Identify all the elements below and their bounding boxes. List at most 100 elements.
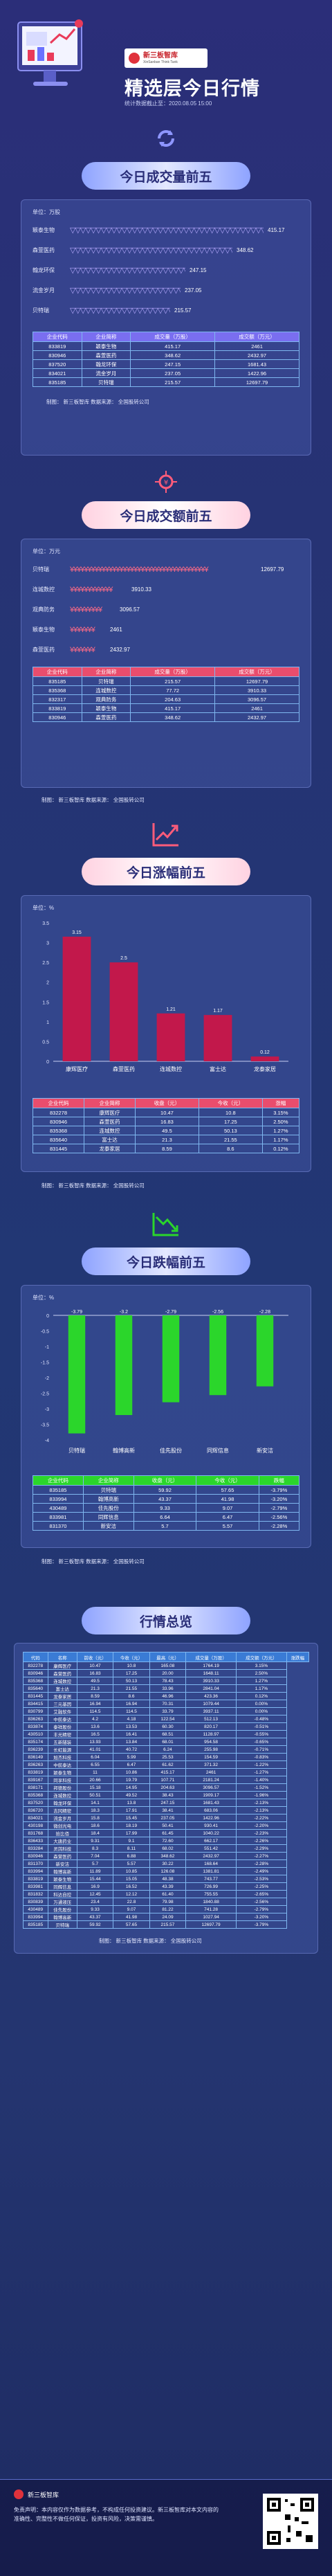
rise-banner: 今日涨幅前五 <box>82 858 250 885</box>
overview-table-cell: 15.44 <box>76 1875 114 1883</box>
volume-table-cell: 835185 <box>33 377 82 387</box>
overview-table-cell: 835185 <box>23 1920 48 1929</box>
fall-y-tick: -3 <box>45 1407 49 1412</box>
overview-table-row: 831445 龙泰家居 8.59 8.6 46.96 423.36 0.12% <box>23 1692 309 1700</box>
overview-table-cell: 930.41 <box>185 1821 237 1830</box>
overview-table-cell: 邦德股份 <box>47 1783 77 1792</box>
amount-bar-label: 观典防务 <box>33 606 55 613</box>
disclaimer: 免责声明：本内容仅作为数据参考，不构成任何投资建议。新三板智库对本文内容的准确性… <box>14 2507 219 2522</box>
amount-table-cell: 833819 <box>33 703 82 713</box>
overview-table-cell: 837520 <box>23 1799 48 1807</box>
overview-table-cell: 富士达 <box>47 1684 77 1693</box>
rise-y-tick: 1 <box>46 1020 49 1025</box>
fall-table-cell: 831370 <box>33 1521 84 1531</box>
amount-table-row: 835185 贝特瑞 215.57 12697.79 <box>33 676 299 686</box>
volume-bar-chart: 颖泰生物 ▽▽▽▽▽▽▽▽▽▽▽▽▽▽▽▽▽▽▽▽▽▽▽▽▽▽▽▽▽▽▽▽▽▽▽▽… <box>33 220 299 321</box>
rise-y-tick: 3 <box>46 942 49 946</box>
volume-unit: 单位：万股 <box>33 209 60 215</box>
fall-card: 单位：% 0 -0.5 -1 -1.5 -2 -2.5 -3 -3.5 -4 -3.79 贝特瑞 -3… <box>21 1285 311 1548</box>
rise-bar <box>156 1013 185 1061</box>
amount-source: 制图： 新三板智库 数据来源： 全国股转公司 <box>42 797 145 803</box>
overview-table-cell: 微创光电 <box>47 1821 77 1830</box>
volume-table-header: 企业代码 企业简称 成交量（万股） 成交额（万元） <box>33 332 299 342</box>
overview-table-cell: 三元基因 <box>47 1700 77 1708</box>
rise-table: 企业代码 企业简称 收盘（元） 今收（元） 涨幅 832278 康辉医疗 10.47 10.8… <box>33 1098 300 1153</box>
overview-table-row: 835368 连城数控 49.5 50.13 78.43 3910.33 1.27% <box>23 1677 309 1685</box>
overview-table-cell: 61.62 <box>149 1760 187 1769</box>
overview-table-cell: 81.22 <box>149 1905 187 1913</box>
overview-table-cell: 832278 <box>23 1661 48 1670</box>
rise-table-cell: 森萱医药 <box>84 1117 136 1126</box>
rise-table-cell: 连城数控 <box>84 1126 136 1135</box>
fall-category-label: 新安洁 <box>257 1447 273 1454</box>
overview-table-cell: 21.55 <box>113 1684 150 1693</box>
amount-table-cell: 12697.79 <box>214 676 299 686</box>
fall-table-row: 831370 新安洁 5.7 5.57 -2.28% <box>33 1521 300 1531</box>
rise-y-tick: 1.5 <box>42 1000 49 1005</box>
fall-table-cell: 835185 <box>33 1485 84 1495</box>
volume-table-cell: 415.17 <box>130 341 216 351</box>
rise-table-cell: 2.50% <box>261 1117 300 1126</box>
overview-table-cell: 13.84 <box>113 1738 150 1746</box>
overview-table-cell: -1.96% <box>236 1791 287 1799</box>
overview-table-row: 836149 旭杰科技 6.04 5.99 25.53 154.59 -0.83% <box>23 1753 309 1761</box>
volume-bar-value: 237.05 <box>185 287 202 294</box>
overview-table-cell: 18.19 <box>113 1821 150 1830</box>
overview-table-cell: 741.28 <box>185 1905 237 1913</box>
overview-table-cell: 834021 <box>23 1814 48 1822</box>
overview-table-cell: -0.48% <box>236 1715 287 1723</box>
overview-table-cell: 贝特瑞 <box>47 1920 77 1929</box>
amount-bar: ¥¥¥¥¥¥¥¥¥¥¥¥ <box>70 585 113 594</box>
overview-table-header-cell: 涨跌幅 <box>286 1652 310 1662</box>
overview-table-row: 831370 新安洁 5.7 5.57 30.22 168.64 -2.28% <box>23 1859 309 1868</box>
rise-table-header-cell: 收盘（元） <box>135 1098 199 1108</box>
overview-table-cell: -2.53% <box>236 1875 287 1883</box>
fall-table-cell: -2.56% <box>258 1512 300 1522</box>
volume-table-cell: 12697.79 <box>214 377 299 387</box>
overview-table-cell: 0.12% <box>236 1692 287 1700</box>
overview-table-cell: 15.45 <box>113 1814 150 1822</box>
overview-table-cell: 168.64 <box>185 1859 237 1868</box>
overview-table-cell: 831832 <box>23 1890 48 1898</box>
overview-table-cell: 423.36 <box>185 1692 237 1700</box>
overview-table-row: 836263 中航泰达 4.2 4.18 122.54 512.13 -0.48% <box>23 1715 309 1723</box>
volume-bar-row: 颖泰生物 ▽▽▽▽▽▽▽▽▽▽▽▽▽▽▽▽▽▽▽▽▽▽▽▽▽▽▽▽▽▽▽▽▽▽▽▽… <box>33 220 299 240</box>
overview-table-cell: 12697.79 <box>185 1920 237 1929</box>
rise-table-header-cell: 企业简称 <box>84 1098 136 1108</box>
brand-logo: 新三板智库 XinSanban Think Tank <box>124 48 208 68</box>
overview-table-cell: 1764.19 <box>185 1661 237 1670</box>
amount-card: 单位：万元 贝特瑞 ¥¥¥¥¥¥¥¥¥¥¥¥¥¥¥¥¥¥¥¥¥¥¥¥¥¥¥¥¥¥¥… <box>21 539 311 788</box>
amount-table-row: 832317 观典防务 204.63 3096.57 <box>33 694 299 704</box>
rise-table-cell: 8.6 <box>198 1144 263 1153</box>
amount-bar-label: 连城数控 <box>33 586 55 593</box>
amount-table-cell: 348.62 <box>130 712 216 722</box>
overview-table-cell: 拾比佰 <box>47 1829 77 1837</box>
overview-table-cell: 41.01 <box>76 1745 114 1754</box>
overview-table-row: 836263 中航泰达 6.55 6.47 61.62 371.32 -1.22% <box>23 1760 309 1769</box>
overview-table-header: 代码 名称 前收（元） 今收（元） 最高（元） 成交量（万股） 成交额（万元） 涨跌幅 <box>23 1652 310 1662</box>
volume-table-cell: 贝特瑞 <box>81 377 131 387</box>
overview-table-cell: 23.4 <box>76 1898 114 1906</box>
volume-bar-label: 森萱医药 <box>33 247 55 253</box>
overview-table-row: 833874 泰祥股份 13.6 13.53 60.30 820.17 -0.51% <box>23 1722 309 1731</box>
fall-bar-value: -3.2 <box>120 1310 128 1315</box>
footer: 新三板智库 免责声明：本内容仅作为数据参考，不构成任何投资建议。新三板智库对本文… <box>0 2479 332 2576</box>
amount-bar-value: 3096.57 <box>120 606 140 613</box>
overview-table-cell: 6.47 <box>113 1760 150 1769</box>
overview-table-cell: 13.53 <box>113 1722 150 1731</box>
overview-table-cell: 61.45 <box>149 1829 187 1837</box>
fall-table-cell: 6.47 <box>196 1512 259 1522</box>
overview-table-cell: 1027.94 <box>185 1913 237 1921</box>
overview-table-cell: 翰龙环保 <box>47 1799 77 1807</box>
fall-category-label: 贝特瑞 <box>68 1447 85 1454</box>
rise-category-label: 龙泰家居 <box>254 1065 276 1072</box>
overview-table-cell: 大唐药业 <box>47 1837 77 1845</box>
overview-table-cell: 16.83 <box>76 1669 114 1677</box>
rise-category-label: 康辉医疗 <box>66 1065 88 1072</box>
volume-bar-label: 颖泰生物 <box>33 227 55 233</box>
overview-table-cell: 38.41 <box>149 1806 187 1814</box>
overview-table-row: 830946 森萱医药 16.83 17.25 20.00 1648.11 2.50% <box>23 1669 309 1677</box>
amount-table-cell: 连城数控 <box>81 685 131 695</box>
rise-bar-value: 1.21 <box>166 1007 176 1012</box>
overview-table-cell: 2.50% <box>236 1669 287 1677</box>
